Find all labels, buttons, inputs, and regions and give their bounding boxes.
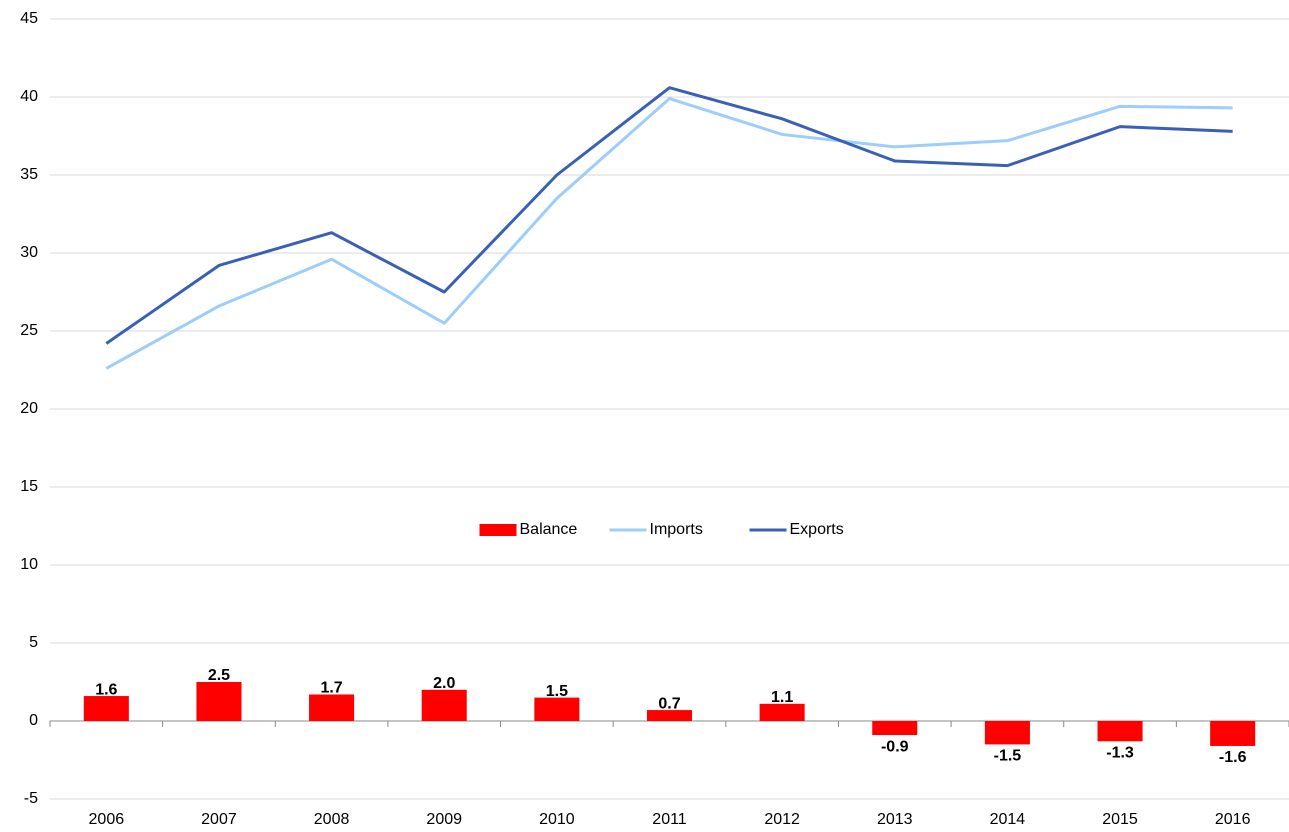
- value-label: 0.7: [658, 695, 680, 712]
- y-tick-label: 20: [20, 400, 38, 417]
- x-tick-label: 2006: [89, 811, 125, 828]
- bar: [1210, 721, 1256, 746]
- x-tick-label: 2009: [426, 811, 462, 828]
- value-label: -1.5: [994, 748, 1022, 765]
- bar: [309, 694, 355, 721]
- x-tick-label: 2014: [990, 811, 1026, 828]
- value-label: 1.7: [320, 680, 342, 697]
- y-tick-label: -5: [24, 790, 38, 807]
- value-label: 1.6: [95, 681, 117, 698]
- x-tick-label: 2012: [764, 811, 800, 828]
- bar: [534, 697, 580, 721]
- bar: [759, 703, 805, 721]
- bar: [1097, 721, 1143, 742]
- bar: [83, 696, 129, 721]
- y-tick-label: 30: [20, 244, 38, 261]
- bar: [646, 710, 693, 721]
- value-label: 1.1: [771, 689, 793, 706]
- x-tick-label: 2015: [1102, 811, 1138, 828]
- y-tick-label: 5: [29, 634, 38, 651]
- value-label: 2.0: [433, 675, 455, 692]
- bar: [984, 721, 1030, 745]
- bar: [196, 682, 242, 721]
- y-tick-label: 25: [20, 322, 38, 339]
- value-label: -1.3: [1106, 744, 1134, 761]
- value-label: -1.6: [1219, 749, 1247, 766]
- legend-label: Balance: [520, 521, 578, 538]
- legend-swatch: [479, 524, 517, 536]
- x-tick-label: 2008: [314, 811, 350, 828]
- y-tick-label: 10: [20, 556, 38, 573]
- legend-label: Imports: [650, 521, 703, 538]
- x-tick-label: 2011: [652, 811, 687, 828]
- x-tick-label: 2016: [1215, 811, 1251, 828]
- value-label: 1.5: [546, 683, 568, 700]
- x-tick-label: 2007: [201, 811, 237, 828]
- y-tick-label: 45: [20, 10, 38, 27]
- y-tick-label: 15: [20, 478, 38, 495]
- legend-label: Exports: [790, 521, 844, 538]
- value-label: 2.5: [208, 667, 230, 684]
- x-tick-label: 2013: [877, 811, 913, 828]
- bar: [872, 721, 918, 736]
- line: [105, 97, 1233, 370]
- value-label: -0.9: [881, 738, 909, 755]
- bar: [421, 689, 467, 721]
- y-tick-label: 0: [29, 712, 38, 729]
- y-tick-label: 35: [20, 166, 38, 183]
- y-tick-label: 40: [20, 88, 38, 105]
- x-tick-label: 2010: [539, 811, 575, 828]
- line: [105, 86, 1233, 345]
